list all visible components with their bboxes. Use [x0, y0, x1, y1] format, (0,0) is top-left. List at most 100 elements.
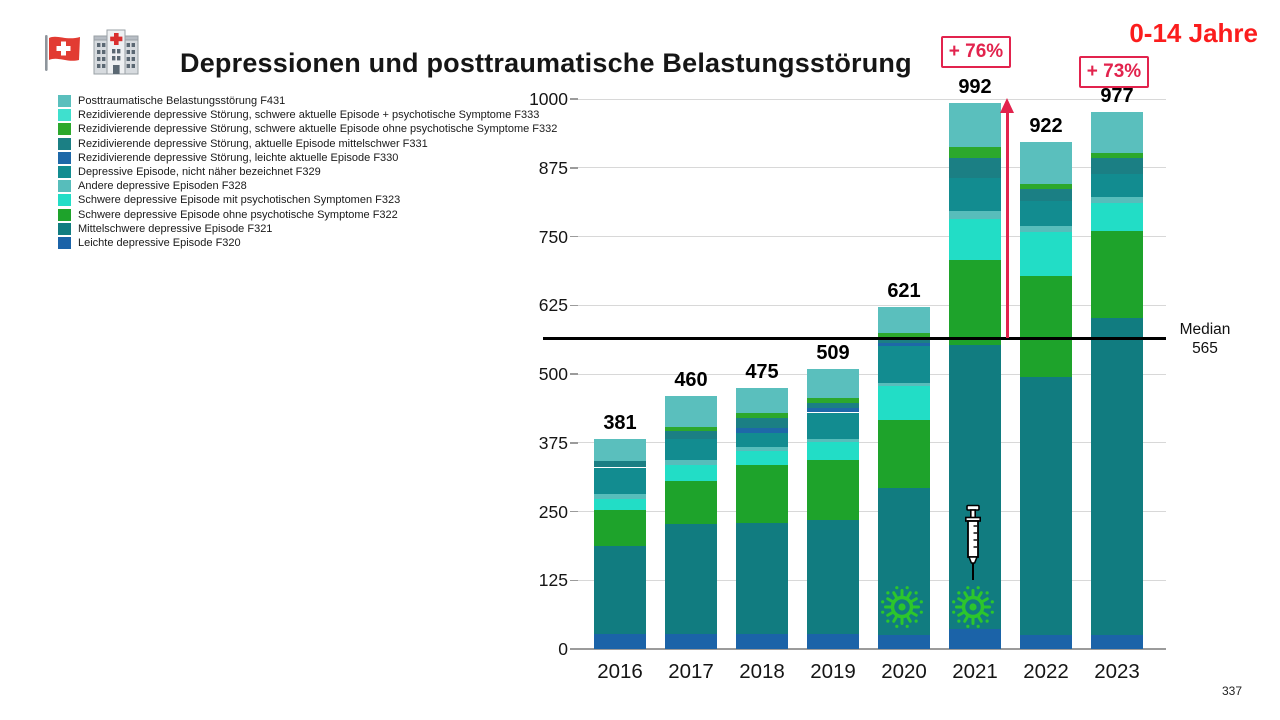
bar-segment — [878, 419, 930, 488]
y-axis-tick-label: 625 — [538, 295, 568, 316]
legend-label: Posttraumatische Belastungsstörung F431 — [78, 95, 286, 108]
x-axis-label: 2018 — [739, 660, 785, 683]
bar-total-label: 381 — [603, 412, 637, 435]
legend-label: Andere depressive Episoden F328 — [78, 180, 247, 193]
percent-increase-badge: + 73% — [1079, 56, 1149, 88]
bar-segment — [594, 498, 646, 511]
percent-increase-badge: + 76% — [941, 36, 1011, 68]
legend-label: Schwere depressive Episode mit psychotis… — [78, 194, 401, 207]
bar-segment — [736, 433, 788, 447]
bar-segment — [736, 446, 788, 451]
legend-item: Schwere depressive Episode ohne psychoti… — [58, 208, 557, 222]
y-axis-tick-label: 750 — [538, 226, 568, 247]
bar-segment — [736, 427, 788, 434]
bar-segment — [665, 396, 717, 427]
y-axis-tick — [570, 167, 578, 169]
bar-segment — [1020, 225, 1072, 233]
bar-segment — [949, 260, 1001, 346]
gridline — [578, 304, 1166, 306]
legend-swatch-icon — [58, 109, 71, 122]
bar-segment — [1091, 635, 1143, 649]
bar-segment — [594, 510, 646, 546]
y-axis-tick — [570, 235, 578, 238]
median-label-text: Median — [1179, 321, 1231, 339]
bar-segment — [594, 493, 646, 499]
bar-segment — [807, 402, 859, 408]
bar-segment — [665, 460, 717, 466]
legend-item: Leichte depressive Episode F320 — [58, 236, 557, 250]
legend-item: Depressive Episode, nicht näher bezeichn… — [58, 165, 557, 179]
legend-swatch-icon — [58, 194, 71, 207]
bar-segment — [807, 520, 859, 635]
bar-segment — [1091, 197, 1143, 203]
chart-legend: Posttraumatische Belastungsstörung F431 R… — [58, 94, 557, 250]
legend-label: Leichte depressive Episode F320 — [78, 236, 241, 249]
legend-item: Rezidivierende depressive Störung, schwe… — [58, 122, 557, 136]
y-axis-tick — [570, 373, 578, 375]
bar-segment — [1020, 141, 1072, 185]
legend-swatch-icon — [58, 123, 71, 136]
bar-segment — [1091, 111, 1143, 153]
legend-swatch-icon — [58, 222, 71, 235]
bar-total-label: 460 — [674, 369, 708, 391]
bar-segment — [878, 307, 930, 334]
bar-segment — [807, 407, 859, 413]
bar-total-label: 475 — [745, 360, 779, 383]
x-axis-label: 2023 — [1094, 660, 1140, 683]
bar-segment — [878, 338, 930, 344]
bar-segment — [807, 442, 859, 461]
bar-segment — [1091, 152, 1143, 159]
bar-segment — [878, 333, 930, 339]
bar-segment — [736, 464, 788, 523]
bar-segment — [949, 103, 1001, 148]
gridline — [578, 579, 1166, 581]
legend-swatch-icon — [58, 151, 71, 164]
bar-segment — [594, 467, 646, 494]
bar-segment — [665, 465, 717, 481]
bar-segment — [1020, 635, 1072, 649]
legend-swatch-icon — [58, 180, 71, 193]
legend-label: Rezidivierende depressive Störung, leich… — [78, 151, 399, 164]
bar-segment — [594, 634, 646, 649]
bar-segment — [1020, 232, 1072, 276]
page-title: Depressionen und posttraumatische Belast… — [180, 48, 912, 79]
x-axis-label: 2020 — [881, 660, 927, 683]
bar-segment — [949, 210, 1001, 219]
bar-segment — [807, 438, 859, 443]
median-value-text: 565 — [1192, 340, 1218, 358]
legend-item: Mittelschwere depressive Episode F321 — [58, 222, 557, 236]
legend-label: Depressive Episode, nicht näher bezeichn… — [78, 166, 321, 179]
legend-item: Posttraumatische Belastungsstörung F431 — [58, 94, 557, 108]
bar-segment — [665, 524, 717, 635]
increase-arrow — [1005, 112, 1009, 339]
legend-label: Schwere depressive Episode ohne psychoti… — [78, 208, 398, 221]
bar-segment — [1020, 377, 1072, 636]
bar-segment — [594, 460, 646, 468]
x-axis-line — [578, 648, 1166, 650]
bar-total-label: 992 — [958, 76, 992, 99]
bar-segment — [807, 397, 859, 403]
legend-item: Rezidivierende depressive Störung, schwe… — [58, 108, 557, 122]
increase-arrow-head — [1000, 98, 1014, 113]
legend-swatch-icon — [58, 166, 71, 179]
bar-segment — [878, 635, 930, 649]
gridline — [578, 373, 1166, 375]
legend-label: Rezidivierende depressive Störung, aktue… — [78, 137, 428, 150]
legend-item: Rezidivierende depressive Störung, aktue… — [58, 137, 557, 151]
x-axis-label: 2022 — [1023, 660, 1069, 683]
gridline — [578, 236, 1166, 237]
bar-segment — [878, 382, 930, 387]
age-group-label: 0-14 Jahre — [1129, 18, 1258, 48]
y-axis-tick-label: 250 — [538, 501, 568, 522]
bar-segment — [878, 386, 930, 420]
bar-segment — [594, 439, 646, 461]
bar-segment — [594, 545, 646, 635]
page-number: 337 — [1221, 684, 1242, 698]
y-axis-tick — [570, 442, 578, 444]
bar-segment — [1091, 231, 1143, 318]
y-axis-tick-label: 875 — [538, 157, 568, 178]
bar-segment — [1091, 158, 1143, 175]
bar-segment — [807, 369, 859, 398]
legend-label: Rezidivierende depressive Störung, schwe… — [78, 109, 540, 122]
legend-swatch-icon — [58, 95, 71, 108]
